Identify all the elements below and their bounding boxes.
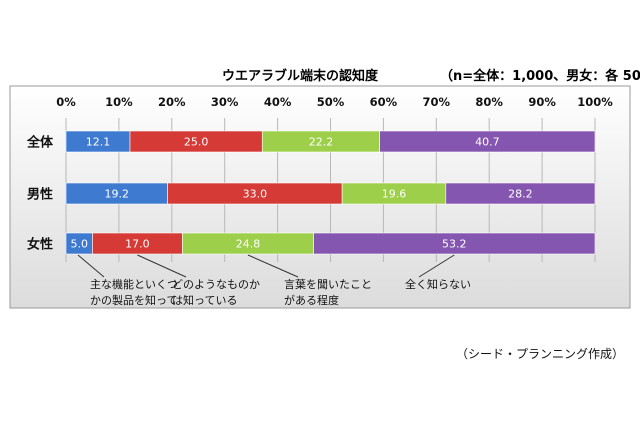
x-tick-label: 10% (105, 95, 133, 109)
x-tick-label: 0% (56, 95, 76, 109)
annotation-leader (77, 254, 105, 278)
x-tick-label: 20% (158, 95, 186, 109)
x-tick-label: 30% (211, 95, 239, 109)
annotation-text: は知っている (172, 293, 237, 307)
x-tick-label: 90% (528, 95, 556, 109)
data-label: 17.0 (125, 238, 150, 251)
chart-title: ウエアラブル端末の認知度 (222, 68, 379, 84)
annotation-text: 全く知らない (405, 277, 471, 291)
data-label: 5.0 (70, 238, 88, 251)
data-label: 12.1 (86, 136, 111, 149)
annotation-leader (137, 254, 187, 278)
annotation-text: 主な機能といくつ (90, 277, 178, 291)
bar-segment (313, 232, 596, 255)
bars: 12.1 25.0 22.2 40.7 19.2 33.0 19.6 28.2 5.0 17.0 2… (65, 130, 596, 255)
annotation-text: 言葉を聞いたこと (284, 277, 372, 291)
category-label: 全体 (26, 135, 54, 151)
sample-size-note: （n=全体：1,000、男女：各 500） (440, 68, 640, 84)
data-label: 19.6 (382, 188, 407, 201)
category-label: 女性 (27, 237, 53, 253)
data-label: 25.0 (184, 136, 209, 149)
data-label: 28.2 (508, 188, 533, 201)
x-tick-label: 50% (317, 95, 345, 109)
data-label: 53.2 (442, 238, 467, 251)
data-label: 40.7 (475, 136, 500, 149)
x-tick-label: 100% (577, 95, 613, 109)
x-tick-label: 80% (475, 95, 503, 109)
annotation-text: がある程度 (284, 293, 339, 307)
data-label: 24.8 (236, 238, 261, 251)
x-tick-label: 70% (423, 95, 451, 109)
annotation-leader (247, 254, 299, 278)
x-tick-label: 60% (370, 95, 398, 109)
annotation-text: かの製品を知って (90, 293, 177, 307)
credit-text: （シード・プランニング作成） (456, 347, 624, 361)
x-axis-ticks: 0% 10% 20% 30% 40% 50% 60% 70% 80% 90% 100% (56, 95, 613, 109)
bar-segment (445, 182, 596, 205)
annotation-leader (418, 254, 455, 278)
category-label: 男性 (27, 187, 53, 203)
data-label: 33.0 (243, 188, 268, 201)
data-label: 22.2 (309, 136, 334, 149)
x-tick-label: 40% (264, 95, 292, 109)
data-label: 19.2 (105, 188, 130, 201)
bar-segment (379, 130, 596, 153)
annotation-text: どのようなものか (172, 278, 260, 291)
